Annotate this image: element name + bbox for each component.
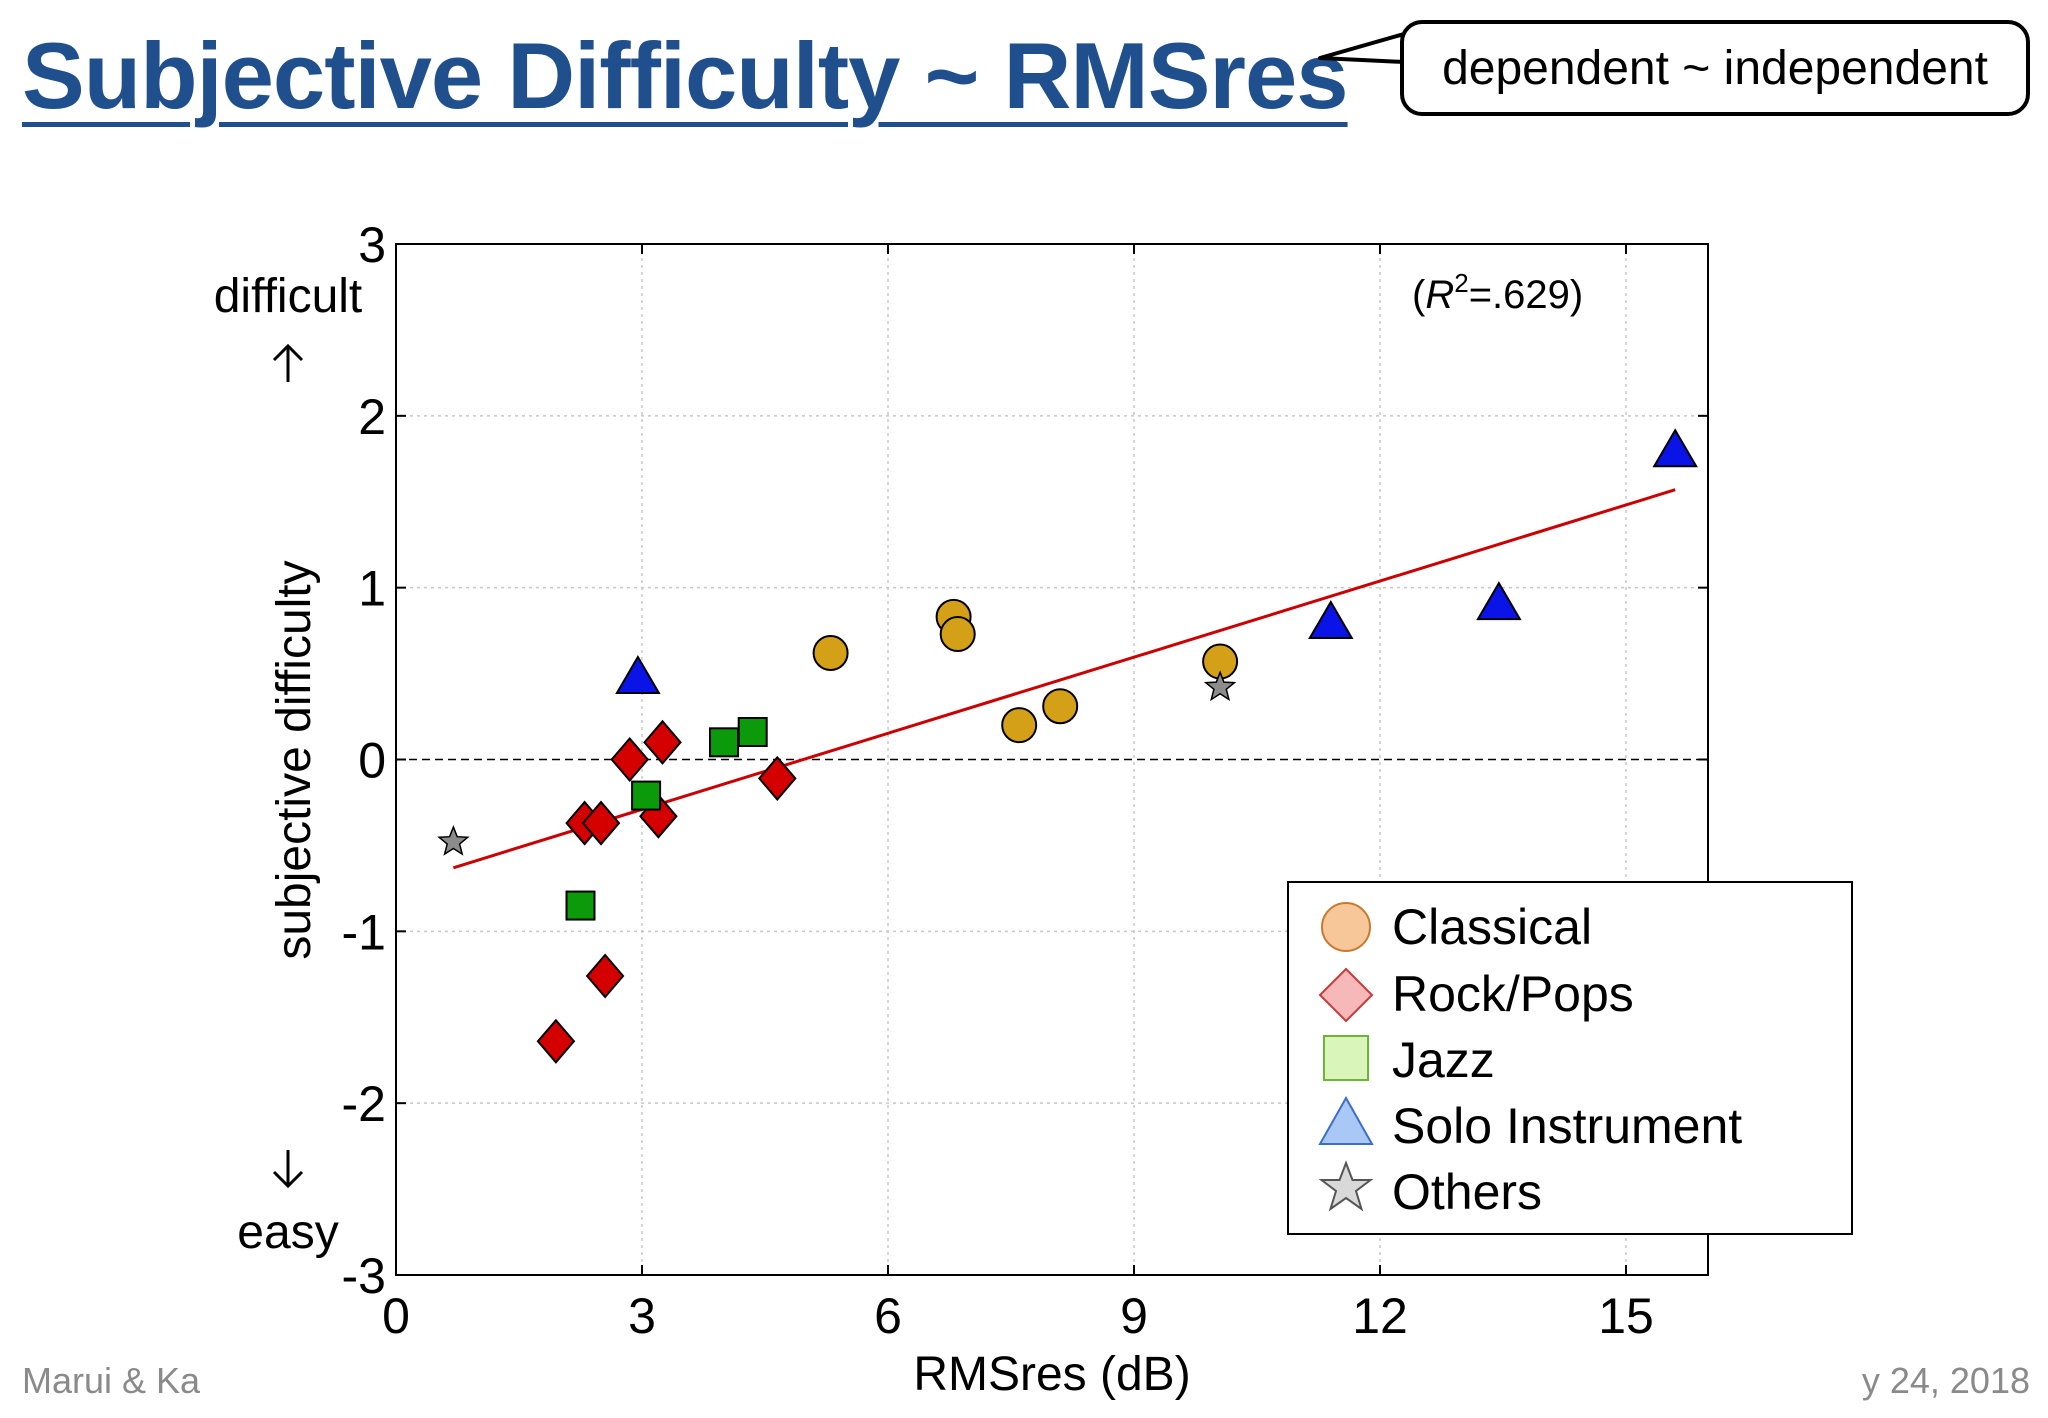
legend-rockpops-icon [1318,967,1374,1023]
point-jazz [631,780,662,811]
x-tick-label: 9 [1120,1288,1148,1344]
point-solo-instrument [1308,600,1354,640]
point-rock-pops [610,736,650,783]
easy-label: easy [237,1206,338,1259]
callout-box: dependent ~ independent [1400,20,2030,116]
difficult-label: difficult [214,270,363,323]
r2-annotation: (R2=.629) [1412,268,1583,317]
down-arrow-icon [272,1150,304,1189]
ticks-layer: 0 3 6 9 12 15 3 2 1 0 -1 -2 -3 [342,217,1708,1344]
up-arrow-icon [272,343,304,382]
point-classical [1001,707,1038,744]
point-classical [1042,688,1079,725]
footer-date: y 24, 2018 [1861,1360,2030,1401]
legend-jazz-icon [1323,1035,1369,1081]
point-jazz [709,727,739,758]
y-tick-label: 2 [358,389,386,445]
legend-others-icon [1318,1160,1374,1212]
point-rock-pops [643,719,682,765]
point-solo-instrument [1652,428,1698,468]
slide-title: Subjective Difficulty ~ RMSres [22,23,1349,128]
point-others [437,824,470,856]
x-tick-label: 6 [874,1288,902,1344]
point-rock-pops [585,953,625,999]
point-rock-pops [536,1018,576,1064]
x-tick-label: 12 [1352,1288,1408,1344]
callout-text: dependent ~ independent [1442,41,1988,95]
y-tick-label: -1 [342,904,386,960]
y-tick-label: 1 [358,561,386,617]
legend-classical-label: Classical [1392,899,1592,955]
points-layer [437,428,1698,1064]
point-classical [939,616,976,653]
legend-solo-icon [1318,1095,1374,1145]
legend-rockpops-label: Rock/Pops [1392,966,1634,1022]
legend-others-label: Others [1392,1164,1542,1220]
y-tick-label: 0 [358,733,386,789]
legend: Classical Rock/Pops Jazz Solo Instrument… [1287,881,1853,1235]
point-solo-instrument [615,655,661,695]
point-solo-instrument [1476,581,1522,621]
point-jazz [565,890,596,921]
point-jazz [737,717,768,748]
footer-author: Marui & Ka [22,1360,201,1401]
y-tick-label: -3 [342,1248,386,1304]
y-tick-label: 3 [358,217,386,273]
point-rock-pops [581,800,621,846]
legend-box [1287,881,1853,1235]
x-tick-label: 0 [382,1288,410,1344]
y-axis-label: subjective difficulty [268,560,321,959]
x-axis-label: RMSres (dB) [913,1348,1190,1401]
point-others [1203,670,1237,702]
y-tick-label: -2 [342,1076,386,1132]
point-rock-pops [757,755,797,801]
legend-classical-icon [1321,902,1371,952]
point-classical [812,634,849,671]
x-tick-label: 15 [1598,1288,1654,1344]
legend-jazz-label: Jazz [1392,1032,1495,1088]
x-tick-label: 3 [628,1288,656,1344]
legend-solo-label: Solo Instrument [1392,1098,1742,1154]
